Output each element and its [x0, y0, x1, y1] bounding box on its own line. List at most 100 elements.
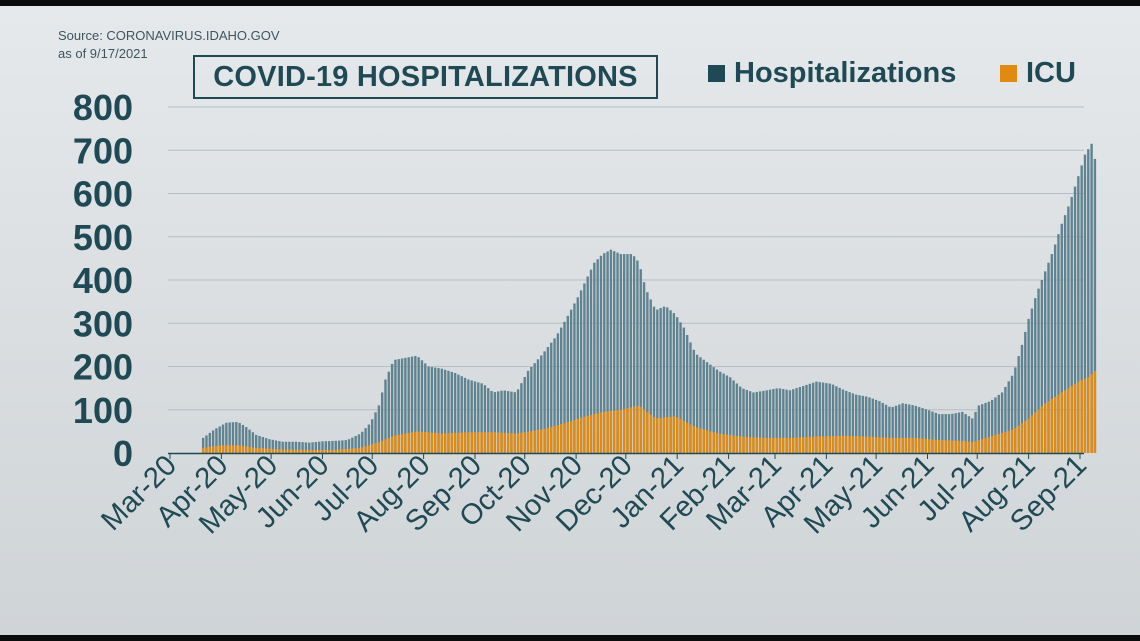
grid-lines — [168, 106, 1084, 411]
icu-bar — [1040, 406, 1044, 453]
icu-bar — [994, 434, 997, 453]
hospitalizations-bar — [689, 342, 692, 453]
icu-bar — [1063, 390, 1067, 453]
icu-bar — [1060, 392, 1063, 453]
hospitalizations-bar — [1037, 288, 1040, 453]
icu-bar — [526, 431, 530, 453]
hospitalizations-bar — [782, 389, 785, 453]
hospitalizations-bar — [894, 405, 898, 453]
hospitalizations-bar — [941, 414, 944, 453]
hospitalizations-bar — [526, 370, 530, 453]
hospitalizations-bar — [1060, 223, 1063, 453]
icu-bar — [278, 449, 281, 453]
hospitalizations-bar — [914, 405, 918, 453]
icu-bar — [682, 420, 686, 453]
icu-bar — [463, 432, 467, 453]
hospitalizations-bar — [944, 414, 947, 453]
icu-bar — [225, 445, 228, 453]
hospitalizations-bar — [855, 394, 858, 453]
icu-bar — [311, 449, 314, 453]
icu-bar — [725, 434, 729, 453]
icu-bar — [387, 437, 390, 453]
icu-bar — [699, 428, 702, 453]
hospitalizations-bar — [676, 317, 679, 453]
icu-bar — [619, 409, 623, 453]
hospitalizations-bar — [619, 254, 623, 453]
hospitalizations-bar — [503, 390, 507, 453]
icu-bar — [815, 436, 818, 453]
icu-bar — [652, 417, 656, 453]
icu-bar — [964, 441, 967, 453]
hospitalizations-bar — [248, 429, 251, 453]
hospitalizations-bar — [772, 389, 775, 453]
hospitalizations-bar — [390, 363, 394, 453]
icu-bar — [689, 424, 692, 453]
hospitalizations-bar — [1014, 367, 1017, 453]
hospitalizations-bar — [888, 406, 891, 453]
hospitalizations-bar — [622, 254, 626, 453]
icu-bar — [735, 435, 739, 453]
hospitalizations-bar — [460, 376, 463, 453]
icu-bar — [825, 436, 828, 453]
icu-bar — [792, 437, 795, 453]
hospitalizations-bar — [516, 389, 520, 453]
icu-bar — [394, 435, 397, 453]
icu-bar — [420, 431, 424, 453]
icu-bar — [1077, 381, 1080, 453]
hospitalizations-bar — [563, 321, 566, 453]
icu-bar — [695, 427, 699, 453]
icu-bar — [656, 418, 659, 453]
hospitalizations-bar — [288, 441, 291, 453]
y-tick-label: 500 — [73, 217, 133, 258]
icu-bar — [377, 442, 381, 453]
icu-bar — [460, 432, 463, 453]
icu-bar — [546, 427, 550, 453]
hospitalizations-bar — [745, 389, 749, 453]
icu-bar — [347, 448, 351, 453]
icu-bar — [676, 417, 679, 453]
icu-bar — [649, 414, 652, 453]
hospitalizations-bar — [235, 421, 238, 453]
icu-bar — [901, 437, 904, 453]
icu-bar — [215, 445, 218, 453]
icu-bar — [327, 449, 331, 453]
hospitalizations-bar — [739, 386, 742, 453]
hospitalizations-bar — [301, 442, 304, 453]
icu-bar — [1080, 380, 1083, 453]
icu-bar — [921, 438, 924, 453]
hospitalizations-bar — [851, 393, 855, 453]
icu-bar — [1073, 383, 1077, 453]
y-tick-label: 800 — [73, 87, 133, 128]
icu-bar — [616, 410, 619, 453]
icu-bar — [520, 432, 523, 453]
hospitalizations-bar — [775, 388, 778, 453]
hospitalizations-bar — [546, 347, 550, 453]
icu-bar — [294, 449, 298, 453]
icu-bar — [599, 412, 603, 453]
hospitalizations-bar — [931, 411, 934, 453]
chart-title: COVID-19 HOSPITALIZATIONS — [213, 60, 638, 93]
hospitalizations-bar — [447, 370, 450, 453]
icu-bar — [748, 437, 752, 453]
icu-bar — [443, 433, 447, 453]
icu-bar — [437, 433, 440, 453]
icu-bar — [828, 436, 831, 453]
hospitalizations-bar — [321, 441, 324, 453]
hospitalizations-bar — [520, 383, 523, 453]
icu-bar — [722, 434, 725, 453]
legend-label-icu: ICU — [1026, 56, 1076, 89]
hospitalizations-bar — [821, 382, 825, 453]
hospitalizations-bar — [404, 357, 407, 453]
icu-bar — [384, 439, 387, 453]
hospitalizations-bar — [961, 411, 964, 453]
icu-bar — [417, 431, 420, 453]
icu-bar — [536, 430, 540, 453]
hospitalizations-bar — [1057, 234, 1060, 453]
icu-bar — [434, 432, 437, 453]
hospitalizations-bar — [951, 413, 954, 453]
hospitalizations-bar — [331, 440, 334, 453]
hospitalizations-bar — [752, 392, 755, 453]
hospitalizations-bar — [957, 412, 961, 453]
hospitalizations-bar — [497, 391, 500, 453]
